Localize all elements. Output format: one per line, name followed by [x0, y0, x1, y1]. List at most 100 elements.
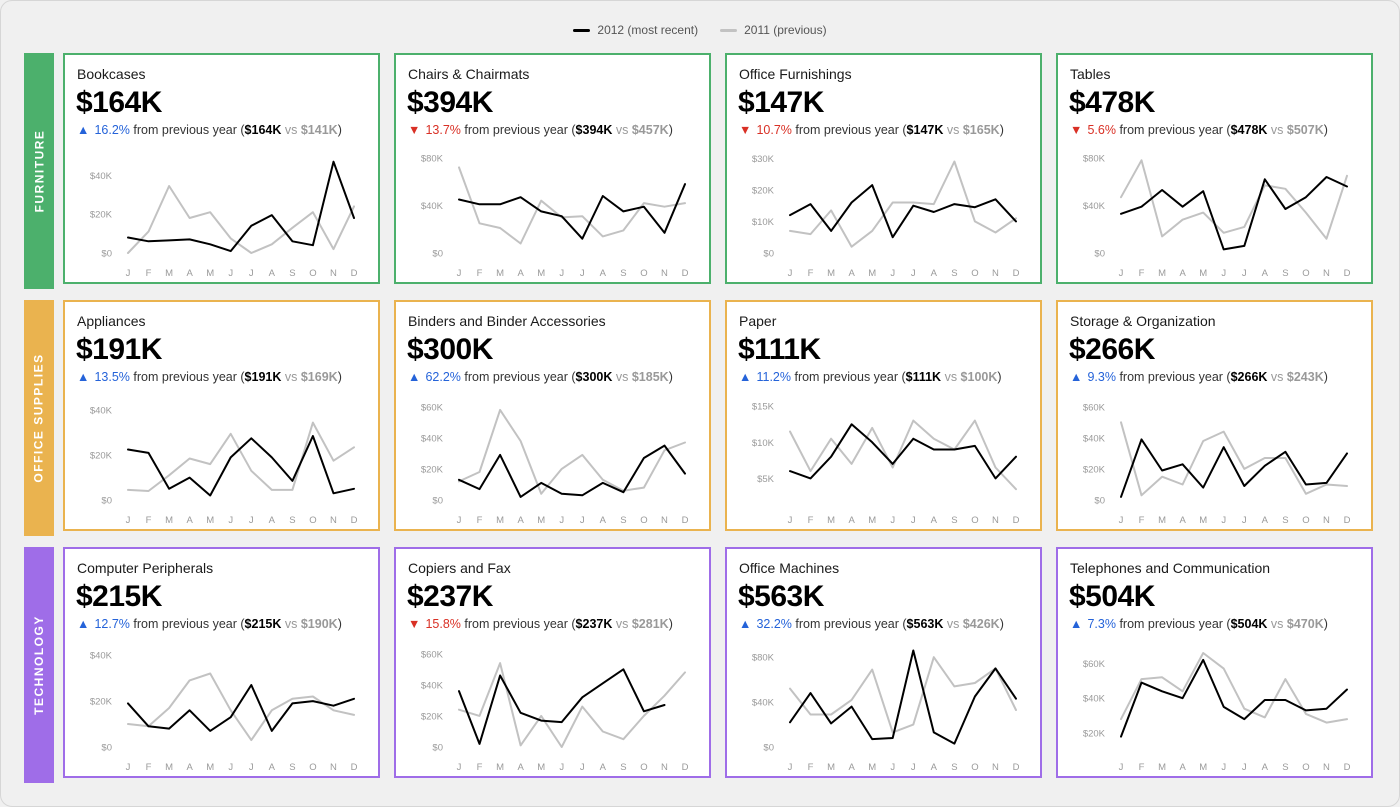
- change-close: ): [999, 617, 1004, 631]
- x-tick-label: J: [1119, 268, 1124, 279]
- previous-series-line: [789, 656, 1017, 734]
- previous-series-line: [127, 421, 355, 492]
- x-tick-label: J: [228, 515, 233, 526]
- x-tick-label: J: [1242, 762, 1247, 773]
- x-tick-label: J: [126, 762, 131, 773]
- change-close: ): [337, 617, 342, 631]
- y-tick-label: $0: [101, 743, 112, 754]
- card-title: Binders and Binder Accessories: [408, 313, 606, 329]
- y-tick-label: $40K: [421, 433, 444, 444]
- card-change: ▼ 10.7% from previous year ($147K vs $16…: [739, 123, 1004, 137]
- line-chart: $0 $40K $80K J F M A M J J A S O N D: [1083, 153, 1351, 279]
- y-tick-label: $20K: [90, 697, 113, 708]
- x-tick-label: D: [1013, 268, 1020, 279]
- x-tick-label: A: [848, 515, 855, 526]
- previous-series-line: [458, 662, 686, 748]
- change-close: ): [337, 123, 342, 137]
- card-total: $504K: [1069, 580, 1155, 613]
- y-tick-label: $0: [432, 743, 443, 754]
- legend-swatch-previous: [720, 28, 738, 32]
- current-series-line: [127, 435, 355, 497]
- down-arrow-icon: ▼: [1070, 123, 1083, 137]
- change-percent: 15.8%: [422, 617, 461, 631]
- card-change: ▲ 62.2% from previous year ($300K vs $18…: [408, 370, 673, 384]
- x-tick-label: F: [146, 762, 152, 773]
- previous-series-line: [127, 672, 355, 742]
- change-close: ): [1323, 370, 1328, 384]
- change-phrase: from previous year (: [1115, 370, 1231, 384]
- x-tick-label: J: [911, 268, 916, 279]
- legend-swatch-current: [573, 28, 591, 32]
- current-value: $300K: [575, 370, 613, 384]
- x-tick-label: J: [249, 268, 254, 279]
- change-percent: 10.7%: [753, 123, 792, 137]
- x-tick-label: S: [620, 268, 626, 279]
- y-tick-label: $20K: [1083, 729, 1106, 740]
- card-total: $147K: [738, 86, 824, 119]
- change-close: ): [1323, 123, 1328, 137]
- x-tick-label: J: [1119, 515, 1124, 526]
- card-title: Storage & Organization: [1070, 313, 1216, 329]
- change-phrase: from previous year (: [791, 123, 907, 137]
- x-tick-label: F: [1139, 515, 1145, 526]
- x-tick-label: A: [931, 268, 938, 279]
- y-tick-label: $60K: [421, 402, 444, 413]
- chart-card: Storage & Organization $266K ▲ 9.3% from p…: [1056, 300, 1373, 531]
- current-series-line: [127, 160, 355, 253]
- change-percent: 12.7%: [91, 617, 130, 631]
- x-tick-label: M: [827, 268, 835, 279]
- current-series-line: [1120, 438, 1348, 498]
- x-tick-label: A: [600, 268, 607, 279]
- chart-card: Chairs & Chairmats $394K ▼ 13.7% from prev…: [394, 53, 711, 284]
- x-tick-label: J: [788, 762, 793, 773]
- change-phrase: from previous year (: [129, 617, 245, 631]
- x-tick-label: J: [249, 762, 254, 773]
- change-percent: 62.2%: [422, 370, 461, 384]
- y-tick-label: $40K: [1083, 433, 1106, 444]
- change-phrase: from previous year (: [129, 123, 245, 137]
- line-chart: $0 $20K $40K $60K J F M A M J J A S O N D: [421, 402, 689, 526]
- legend-item-current: 2012 (most recent): [573, 23, 698, 37]
- card-title: Tables: [1070, 66, 1111, 82]
- current-value: $478K: [1230, 123, 1268, 137]
- previous-series-line: [1120, 159, 1348, 240]
- x-tick-label: M: [1158, 515, 1166, 526]
- down-arrow-icon: ▼: [408, 123, 421, 137]
- legend-item-previous: 2011 (previous): [720, 23, 827, 37]
- change-phrase: from previous year (: [460, 617, 576, 631]
- x-tick-label: N: [992, 762, 999, 773]
- x-tick-label: D: [1344, 762, 1351, 773]
- x-tick-label: F: [146, 268, 152, 279]
- x-tick-label: J: [457, 268, 462, 279]
- x-tick-label: A: [600, 762, 607, 773]
- line-chart: $0 $20K $40K J F M A M J J A S O N D: [90, 651, 358, 773]
- vs-word: vs: [612, 617, 632, 631]
- x-tick-label: O: [640, 268, 647, 279]
- y-tick-label: $60K: [1083, 402, 1106, 413]
- y-tick-label: $20K: [421, 711, 444, 722]
- current-value: $237K: [575, 617, 613, 631]
- x-tick-label: J: [126, 268, 131, 279]
- card-total: $300K: [407, 333, 493, 366]
- x-tick-label: S: [1282, 268, 1288, 279]
- card-change: ▲ 7.3% from previous year ($504K vs $470…: [1070, 617, 1328, 631]
- x-tick-label: A: [1179, 268, 1186, 279]
- x-tick-label: J: [911, 762, 916, 773]
- current-value: $504K: [1230, 617, 1268, 631]
- x-tick-label: S: [951, 515, 957, 526]
- category-label: FURNITURE: [32, 129, 47, 213]
- line-chart: $0 $10K $20K $30K J F M A M J J A S O N D: [752, 154, 1020, 279]
- current-series-line: [127, 684, 355, 732]
- change-close: ): [668, 123, 673, 137]
- current-series-line: [789, 184, 1017, 239]
- x-tick-label: O: [1302, 762, 1309, 773]
- up-arrow-icon: ▲: [739, 370, 752, 384]
- change-phrase: from previous year (: [460, 123, 576, 137]
- up-arrow-icon: ▲: [1070, 617, 1083, 631]
- up-arrow-icon: ▲: [77, 123, 90, 137]
- change-phrase: from previous year (: [129, 370, 245, 384]
- card-title: Office Furnishings: [739, 66, 852, 82]
- current-value: $394K: [575, 123, 613, 137]
- card-change: ▲ 13.5% from previous year ($191K vs $16…: [77, 370, 342, 384]
